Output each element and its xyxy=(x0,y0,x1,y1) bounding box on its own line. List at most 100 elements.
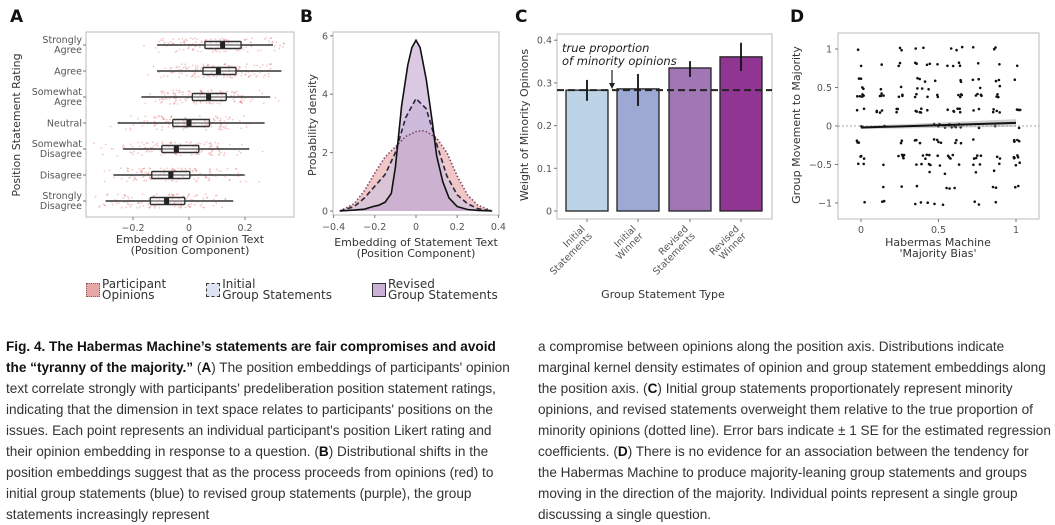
opinion-point xyxy=(197,75,200,78)
opinion-point xyxy=(208,76,211,78)
opinion-point xyxy=(167,120,170,123)
opinion-point xyxy=(149,93,152,95)
group-point xyxy=(1018,108,1022,112)
group-point xyxy=(897,95,901,99)
opinion-point xyxy=(237,65,240,68)
opinion-point xyxy=(155,116,158,119)
opinion-point xyxy=(149,205,152,208)
y-tick-label: 0 xyxy=(826,122,832,133)
group-point xyxy=(948,156,951,159)
opinion-point xyxy=(181,93,184,96)
opinion-point xyxy=(157,115,160,117)
panel-c-bars xyxy=(565,42,763,212)
opinion-point xyxy=(171,180,174,183)
opinion-point xyxy=(220,98,222,100)
opinion-point xyxy=(131,145,134,148)
opinion-point xyxy=(202,65,205,67)
group-point xyxy=(1017,184,1020,188)
opinion-point xyxy=(170,116,173,119)
opinion-point xyxy=(165,118,168,121)
opinion-point xyxy=(198,153,201,156)
legend-label-line2: Group Statements xyxy=(222,288,332,302)
group-point xyxy=(921,154,925,157)
opinion-point xyxy=(102,203,105,206)
opinion-point xyxy=(217,170,220,172)
opinion-point xyxy=(192,74,195,77)
opinion-point xyxy=(153,144,156,147)
opinion-point xyxy=(124,194,127,197)
opinion-point xyxy=(208,102,211,104)
opinion-point xyxy=(198,46,201,48)
opinion-point xyxy=(161,142,164,145)
opinion-point xyxy=(238,119,241,122)
opinion-point xyxy=(205,176,208,179)
density-line-opinions xyxy=(339,129,493,212)
opinion-point xyxy=(160,90,163,93)
group-point xyxy=(980,94,983,98)
y-tick-label: 2 xyxy=(322,148,328,159)
panel-d-regression xyxy=(860,119,1017,130)
opinion-point xyxy=(249,100,252,103)
opinion-point xyxy=(163,41,166,44)
opinion-point xyxy=(160,76,162,79)
opinion-point xyxy=(170,198,173,200)
group-point xyxy=(914,202,917,206)
opinion-point xyxy=(261,150,264,153)
opinion-point xyxy=(235,168,238,171)
opinion-point xyxy=(161,98,164,101)
opinion-point xyxy=(195,103,198,105)
opinion-point xyxy=(218,153,220,155)
opinion-point xyxy=(207,152,210,155)
opinion-point xyxy=(142,167,145,170)
group-point xyxy=(900,153,904,157)
group-point xyxy=(855,108,859,112)
opinion-point xyxy=(112,147,114,150)
group-point xyxy=(926,95,929,99)
opinion-point xyxy=(168,194,170,197)
bar xyxy=(565,89,609,212)
group-point xyxy=(955,138,958,142)
y-tick-label: 0 xyxy=(546,207,552,218)
panel-d-y-ticks: −1 −0.5 0 0.5 1 xyxy=(809,45,838,210)
opinion-point xyxy=(219,90,222,92)
opinion-point xyxy=(244,73,247,76)
group-point xyxy=(935,138,939,142)
opinion-point xyxy=(275,41,278,44)
group-point xyxy=(972,163,975,167)
opinion-point xyxy=(170,66,173,69)
y-tick-label: Agree xyxy=(54,45,82,56)
opinion-point xyxy=(185,123,187,126)
opinion-point xyxy=(193,101,196,104)
opinion-point xyxy=(189,169,192,172)
opinion-point xyxy=(162,75,165,77)
opinion-point xyxy=(202,98,205,101)
group-point xyxy=(977,126,981,130)
opinion-point xyxy=(173,205,176,208)
opinion-point xyxy=(229,65,231,67)
opinion-point xyxy=(184,117,187,119)
opinion-point xyxy=(170,71,173,74)
opinion-point xyxy=(256,64,258,67)
opinion-point xyxy=(194,167,197,170)
opinion-point xyxy=(108,169,111,172)
group-point xyxy=(936,63,939,66)
box-iqr xyxy=(161,144,200,154)
opinion-point xyxy=(187,193,190,196)
opinion-point xyxy=(135,179,138,181)
opinion-point xyxy=(153,194,156,197)
opinion-point xyxy=(236,154,239,156)
opinion-point xyxy=(231,118,234,121)
opinion-point xyxy=(170,193,173,196)
opinion-point xyxy=(189,205,192,208)
opinion-point xyxy=(171,167,174,170)
group-point xyxy=(974,156,978,160)
opinion-point xyxy=(238,46,241,48)
opinion-point xyxy=(228,143,231,146)
panel-b-x-ticks: −0.4 −0.2 0 0.2 0.4 xyxy=(322,215,506,233)
opinion-point xyxy=(172,38,175,41)
opinion-point xyxy=(225,127,228,130)
opinion-point xyxy=(237,49,240,52)
opinion-point xyxy=(191,170,194,173)
opinion-point xyxy=(169,103,172,105)
group-point xyxy=(928,153,931,157)
